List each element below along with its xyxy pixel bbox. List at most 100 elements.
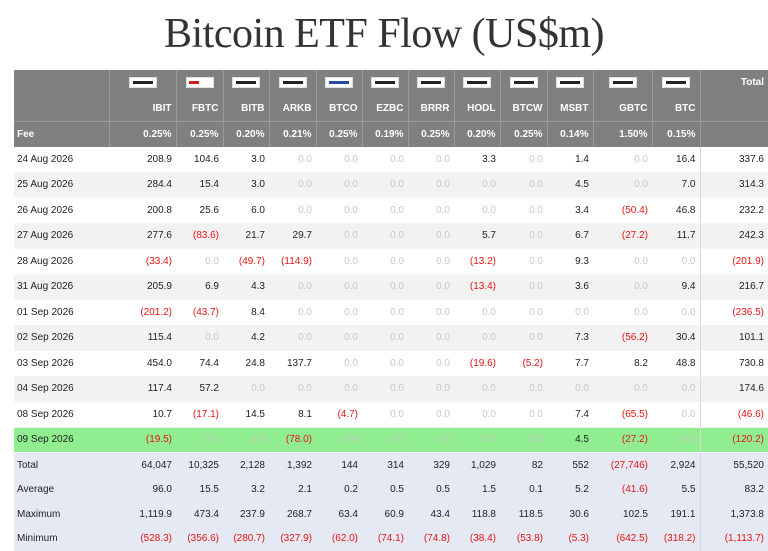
- summary-cell: 3.2: [223, 478, 269, 503]
- fee-total-blank: [700, 122, 768, 148]
- summary-cell: 237.9: [223, 502, 269, 527]
- flow-cell: 0.0: [316, 223, 362, 249]
- logo-cell: [109, 70, 176, 95]
- summary-cell: 191.1: [652, 502, 700, 527]
- flow-cell: 0.0: [408, 376, 454, 402]
- flow-cell: 16.4: [652, 147, 700, 172]
- grayscale-mini-logo: [662, 77, 690, 88]
- flow-cell: 3.0: [223, 172, 269, 198]
- flow-cell: 0.0: [269, 274, 316, 300]
- summary-cell: 314: [362, 453, 408, 478]
- flow-cell: (27.2): [593, 223, 652, 249]
- summary-cell: 473.4: [176, 502, 223, 527]
- ticker-corner: [14, 95, 109, 122]
- fee-value: 0.25%: [408, 122, 454, 148]
- flow-cell: (27.2): [593, 427, 652, 453]
- flow-cell: 0.0: [408, 172, 454, 198]
- summary-cell: 552: [547, 453, 593, 478]
- morgan-stanley-logo: [556, 77, 584, 88]
- flow-cell: 0.0: [316, 427, 362, 453]
- row-total: 101.1: [700, 325, 768, 351]
- logo-cell: [500, 70, 547, 95]
- flow-cell: 7.0: [652, 172, 700, 198]
- flow-cell: 0.0: [316, 325, 362, 351]
- flow-cell: (33.4): [109, 249, 176, 275]
- row-date: 31 Aug 2026: [14, 274, 109, 300]
- flow-cell: 0.0: [500, 249, 547, 275]
- summary-cell: 0.2: [316, 478, 362, 503]
- flow-cell: 205.9: [109, 274, 176, 300]
- summary-cell: 63.4: [316, 502, 362, 527]
- flow-cell: 0.0: [223, 427, 269, 453]
- row-date: 26 Aug 2026: [14, 198, 109, 224]
- summary-cell: 329: [408, 453, 454, 478]
- flow-cell: 0.0: [362, 402, 408, 428]
- row-total: 232.2: [700, 198, 768, 224]
- flow-cell: 454.0: [109, 351, 176, 377]
- summary-cell: 2.1: [269, 478, 316, 503]
- ticker-total-blank: [700, 95, 768, 122]
- ticker-fbtc: FBTC: [176, 95, 223, 122]
- flow-cell: 0.0: [547, 300, 593, 326]
- flow-cell: 0.0: [362, 300, 408, 326]
- flow-cell: 4.2: [223, 325, 269, 351]
- flow-cell: 0.0: [454, 300, 500, 326]
- flow-cell: 0.0: [176, 325, 223, 351]
- flow-cell: 0.0: [316, 172, 362, 198]
- flow-cell: 0.0: [500, 147, 547, 172]
- flow-cell: (114.9): [269, 249, 316, 275]
- flow-cell: 9.4: [652, 274, 700, 300]
- flow-cell: (78.0): [269, 427, 316, 453]
- flow-cell: 48.8: [652, 351, 700, 377]
- fee-value: 0.25%: [109, 122, 176, 148]
- summary-cell: (318.2): [652, 527, 700, 551]
- summary-label: Average: [14, 478, 109, 503]
- row-total: 216.7: [700, 274, 768, 300]
- flow-cell: 1.4: [547, 147, 593, 172]
- flow-cell: 0.0: [269, 300, 316, 326]
- fee-value: 0.14%: [547, 122, 593, 148]
- ticker-ibit: IBIT: [109, 95, 176, 122]
- flow-cell: 6.7: [547, 223, 593, 249]
- flow-cell: 8.1: [269, 402, 316, 428]
- flow-cell: (43.7): [176, 300, 223, 326]
- summary-cell: 2,128: [223, 453, 269, 478]
- invesco-logo: [325, 77, 353, 88]
- flow-cell: 0.0: [454, 172, 500, 198]
- flow-cell: 5.7: [454, 223, 500, 249]
- fee-value: 0.25%: [500, 122, 547, 148]
- flow-cell: 14.5: [223, 402, 269, 428]
- summary-cell: (642.5): [593, 527, 652, 551]
- blackrock-logo: [129, 77, 157, 88]
- summary-cell: 5.2: [547, 478, 593, 503]
- flow-cell: 0.0: [408, 351, 454, 377]
- flow-cell: 25.6: [176, 198, 223, 224]
- flow-cell: 0.0: [408, 274, 454, 300]
- flow-cell: 104.6: [176, 147, 223, 172]
- row-total: (201.9): [700, 249, 768, 275]
- flow-cell: 0.0: [500, 172, 547, 198]
- flow-cell: 11.7: [652, 223, 700, 249]
- bitwise-logo: [232, 77, 260, 88]
- fee-value: 0.15%: [652, 122, 700, 148]
- fee-value: 0.20%: [454, 122, 500, 148]
- flow-cell: (83.6): [176, 223, 223, 249]
- summary-cell: (280.7): [223, 527, 269, 551]
- row-date: 02 Sep 2026: [14, 325, 109, 351]
- flow-cell: 117.4: [109, 376, 176, 402]
- flow-cell: 0.0: [408, 300, 454, 326]
- fee-value: 1.50%: [593, 122, 652, 148]
- flow-cell: 0.0: [500, 325, 547, 351]
- total-header: Total: [700, 70, 768, 95]
- flow-cell: 0.0: [500, 223, 547, 249]
- logo-header-row: Total: [14, 70, 768, 95]
- flow-cell: (19.6): [454, 351, 500, 377]
- flow-cell: (49.7): [223, 249, 269, 275]
